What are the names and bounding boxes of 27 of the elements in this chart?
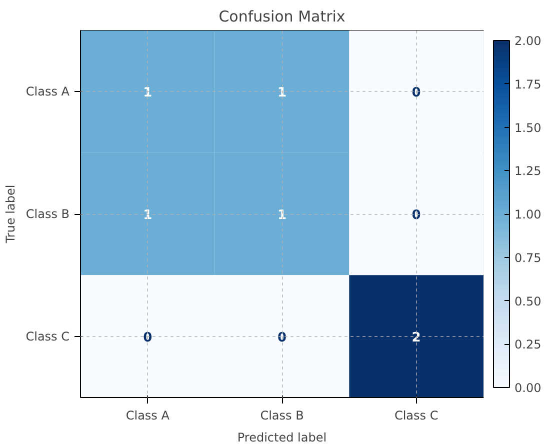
y-tick-label: Class C <box>26 329 70 344</box>
x-axis-title: Predicted label <box>237 430 327 444</box>
data-label: 1 <box>143 86 152 101</box>
y-tick-label: Class B <box>26 207 70 221</box>
data-label: 1 <box>143 208 152 223</box>
x-tick-label: Class B <box>260 408 304 422</box>
data-label: 1 <box>277 208 287 223</box>
data-label: 1 <box>277 86 287 101</box>
color-bar-label: 1.75 <box>514 77 542 92</box>
x-tick-label: Class C <box>394 408 438 422</box>
color-bar-label: 1.00 <box>514 208 542 222</box>
color-bar-label: 0.25 <box>514 338 542 352</box>
color-bar-label: 1.25 <box>514 164 542 178</box>
data-label: 0 <box>412 208 421 223</box>
chart-title: Confusion Matrix <box>218 8 346 26</box>
data-label: 0 <box>143 330 152 346</box>
color-bar-label: 0.50 <box>514 294 542 308</box>
color-bar-label: 0.75 <box>514 250 542 265</box>
y-tick-label: Class A <box>26 84 70 99</box>
color-bar-label: 2.00 <box>514 34 542 48</box>
x-tick-label: Class A <box>126 408 170 422</box>
color-bar-label: 0.00 <box>514 381 542 395</box>
data-label: 0 <box>412 86 421 101</box>
data-label: 2 <box>412 330 421 346</box>
color-bar-label: 1.50 <box>514 120 542 135</box>
data-label: 0 <box>277 330 287 346</box>
y-axis-title: True label <box>4 184 18 244</box>
